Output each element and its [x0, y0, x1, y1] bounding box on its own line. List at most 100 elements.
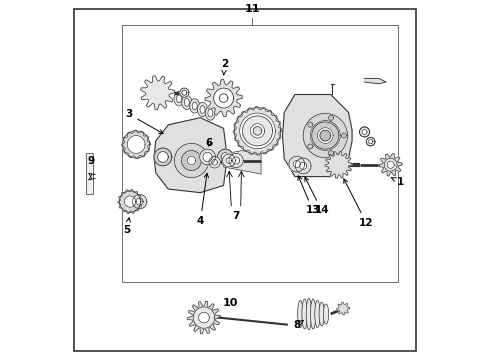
- Polygon shape: [360, 127, 369, 137]
- Polygon shape: [226, 158, 232, 163]
- Polygon shape: [234, 108, 281, 154]
- Ellipse shape: [200, 105, 205, 113]
- Polygon shape: [367, 137, 375, 146]
- Polygon shape: [293, 161, 300, 168]
- Ellipse shape: [311, 299, 316, 329]
- Text: 9: 9: [87, 156, 95, 166]
- Text: 10: 10: [223, 298, 239, 308]
- Polygon shape: [221, 153, 230, 161]
- Polygon shape: [360, 127, 369, 137]
- Text: 11: 11: [245, 4, 260, 14]
- Polygon shape: [342, 133, 346, 138]
- Polygon shape: [384, 158, 397, 171]
- Ellipse shape: [182, 95, 192, 109]
- Ellipse shape: [205, 106, 216, 120]
- Polygon shape: [141, 76, 175, 110]
- Polygon shape: [362, 130, 367, 135]
- Ellipse shape: [208, 109, 213, 117]
- Ellipse shape: [197, 102, 208, 117]
- Polygon shape: [243, 116, 272, 146]
- Bar: [122, 25, 398, 282]
- Polygon shape: [198, 312, 209, 323]
- Text: 6: 6: [206, 138, 213, 148]
- Polygon shape: [205, 80, 242, 117]
- Text: 7: 7: [232, 211, 240, 221]
- Polygon shape: [250, 124, 265, 138]
- Bar: [86, 153, 93, 194]
- Polygon shape: [310, 121, 340, 150]
- Polygon shape: [379, 153, 402, 176]
- Polygon shape: [295, 158, 311, 174]
- Polygon shape: [318, 128, 333, 143]
- Text: 14: 14: [305, 177, 329, 216]
- Polygon shape: [229, 153, 243, 168]
- Polygon shape: [133, 194, 147, 209]
- Polygon shape: [282, 94, 352, 176]
- Polygon shape: [158, 152, 168, 162]
- Ellipse shape: [176, 95, 181, 103]
- Polygon shape: [212, 159, 218, 165]
- Polygon shape: [289, 156, 305, 172]
- Polygon shape: [203, 152, 212, 162]
- Polygon shape: [329, 151, 334, 156]
- Polygon shape: [182, 90, 187, 95]
- Text: 8: 8: [293, 320, 303, 330]
- Polygon shape: [193, 307, 215, 328]
- Text: 12: 12: [344, 179, 373, 228]
- Polygon shape: [222, 154, 235, 167]
- Polygon shape: [240, 113, 275, 149]
- Ellipse shape: [190, 99, 199, 113]
- Ellipse shape: [315, 301, 320, 328]
- Polygon shape: [365, 78, 386, 84]
- Polygon shape: [220, 94, 228, 102]
- Polygon shape: [308, 122, 313, 127]
- Text: 5: 5: [123, 218, 130, 235]
- Ellipse shape: [297, 301, 303, 328]
- Polygon shape: [120, 191, 141, 212]
- Polygon shape: [299, 162, 307, 170]
- Polygon shape: [154, 118, 227, 193]
- Polygon shape: [214, 88, 234, 108]
- Text: 13: 13: [298, 176, 320, 216]
- Ellipse shape: [192, 102, 197, 110]
- Polygon shape: [303, 113, 347, 158]
- Polygon shape: [122, 130, 150, 159]
- Polygon shape: [233, 107, 282, 155]
- Polygon shape: [253, 127, 262, 135]
- Polygon shape: [136, 198, 143, 205]
- Polygon shape: [223, 147, 261, 174]
- Polygon shape: [199, 149, 216, 165]
- Polygon shape: [181, 150, 201, 171]
- Polygon shape: [127, 135, 145, 153]
- Polygon shape: [124, 196, 136, 207]
- Ellipse shape: [319, 302, 324, 326]
- Polygon shape: [122, 131, 150, 158]
- Polygon shape: [367, 137, 375, 146]
- Ellipse shape: [174, 92, 184, 106]
- Polygon shape: [329, 116, 334, 120]
- Polygon shape: [368, 139, 373, 144]
- Polygon shape: [325, 151, 352, 178]
- Polygon shape: [312, 122, 339, 149]
- Polygon shape: [320, 130, 331, 141]
- Ellipse shape: [184, 98, 189, 106]
- Polygon shape: [174, 143, 209, 177]
- Text: 1: 1: [391, 177, 404, 187]
- Polygon shape: [187, 156, 196, 165]
- Polygon shape: [118, 189, 142, 213]
- Polygon shape: [188, 301, 221, 334]
- Ellipse shape: [306, 298, 312, 330]
- Text: 2: 2: [220, 59, 228, 75]
- Polygon shape: [308, 144, 313, 149]
- Ellipse shape: [323, 304, 329, 324]
- Polygon shape: [337, 302, 349, 315]
- Polygon shape: [180, 88, 189, 97]
- Ellipse shape: [302, 299, 307, 329]
- Polygon shape: [233, 157, 240, 164]
- Polygon shape: [218, 149, 233, 165]
- Polygon shape: [387, 161, 394, 168]
- Text: 3: 3: [125, 109, 163, 134]
- Polygon shape: [209, 157, 221, 168]
- Polygon shape: [154, 148, 172, 166]
- Text: 4: 4: [196, 173, 208, 226]
